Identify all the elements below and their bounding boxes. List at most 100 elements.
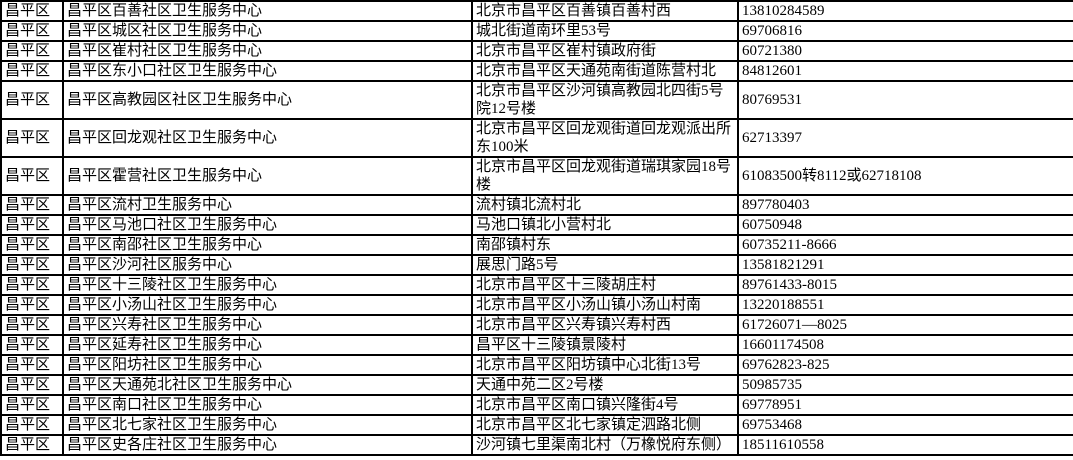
center-name-cell: 昌平区百善社区卫生服务中心 bbox=[62, 0, 473, 22]
table-row: 昌平区 昌平区马池口社区卫生服务中心 马池口镇北小营村北 60750948 bbox=[0, 214, 1073, 236]
table-row: 昌平区 昌平区南口社区卫生服务中心 北京市昌平区南口镇兴隆街4号 6977895… bbox=[0, 394, 1073, 416]
table-row: 昌平区 昌平区史各庄社区卫生服务中心 沙河镇七里渠南北村（万橡悦府东侧） 185… bbox=[0, 434, 1073, 456]
center-name-cell: 昌平区马池口社区卫生服务中心 bbox=[62, 214, 473, 236]
district-cell: 昌平区 bbox=[0, 40, 64, 62]
address-cell: 展思门路5号 bbox=[471, 254, 739, 276]
district-cell: 昌平区 bbox=[0, 354, 64, 376]
district-cell: 昌平区 bbox=[0, 0, 64, 22]
center-name-cell: 昌平区东小口社区卫生服务中心 bbox=[62, 60, 473, 82]
address-cell: 南邵镇村东 bbox=[471, 234, 739, 256]
address-cell: 北京市昌平区十三陵胡庄村 bbox=[471, 274, 739, 296]
district-cell: 昌平区 bbox=[0, 214, 64, 236]
phone-cell: 18511610558 bbox=[737, 434, 1073, 456]
table-row: 昌平区 昌平区东小口社区卫生服务中心 北京市昌平区天通苑南街道陈营村北 8481… bbox=[0, 60, 1073, 82]
table-row: 昌平区 昌平区小汤山社区卫生服务中心 北京市昌平区小汤山镇小汤山村南 13220… bbox=[0, 294, 1073, 316]
district-cell: 昌平区 bbox=[0, 334, 64, 356]
center-name-cell: 昌平区城区社区卫生服务中心 bbox=[62, 20, 473, 42]
center-name-cell: 昌平区小汤山社区卫生服务中心 bbox=[62, 294, 473, 316]
table-row: 昌平区 昌平区天通苑北社区卫生服务中心 天通中苑二区2号楼 50985735 bbox=[0, 374, 1073, 396]
address-cell: 北京市昌平区小汤山镇小汤山村南 bbox=[471, 294, 739, 316]
district-cell: 昌平区 bbox=[0, 234, 64, 256]
address-cell: 城北街道南环里53号 bbox=[471, 20, 739, 42]
address-cell: 北京市昌平区阳坊镇中心北街13号 bbox=[471, 354, 739, 376]
district-cell: 昌平区 bbox=[0, 414, 64, 436]
table-row: 昌平区 昌平区城区社区卫生服务中心 城北街道南环里53号 69706816 bbox=[0, 20, 1073, 42]
center-name-cell: 昌平区十三陵社区卫生服务中心 bbox=[62, 274, 473, 296]
district-cell: 昌平区 bbox=[0, 374, 64, 396]
phone-cell: 60721380 bbox=[737, 40, 1073, 62]
address-cell: 北京市昌平区南口镇兴隆街4号 bbox=[471, 394, 739, 416]
district-cell: 昌平区 bbox=[0, 20, 64, 42]
address-cell: 流村镇北流村北 bbox=[471, 194, 739, 216]
address-cell: 天通中苑二区2号楼 bbox=[471, 374, 739, 396]
center-name-cell: 昌平区霍营社区卫生服务中心 bbox=[62, 156, 473, 196]
phone-cell: 69762823-825 bbox=[737, 354, 1073, 376]
center-name-cell: 昌平区回龙观社区卫生服务中心 bbox=[62, 118, 473, 158]
center-name-cell: 昌平区南邵社区卫生服务中心 bbox=[62, 234, 473, 256]
district-cell: 昌平区 bbox=[0, 118, 64, 158]
phone-cell: 69753468 bbox=[737, 414, 1073, 436]
center-name-cell: 昌平区北七家社区卫生服务中心 bbox=[62, 414, 473, 436]
table-row: 昌平区 昌平区沙河社区服务中心 展思门路5号 13581821291 bbox=[0, 254, 1073, 276]
center-name-cell: 昌平区延寿社区卫生服务中心 bbox=[62, 334, 473, 356]
district-cell: 昌平区 bbox=[0, 434, 64, 456]
district-cell: 昌平区 bbox=[0, 274, 64, 296]
phone-cell: 50985735 bbox=[737, 374, 1073, 396]
address-cell: 北京市昌平区沙河镇高教园北四街5号院12号楼 bbox=[471, 80, 739, 120]
phone-cell: 84812601 bbox=[737, 60, 1073, 82]
center-name-cell: 昌平区天通苑北社区卫生服务中心 bbox=[62, 374, 473, 396]
phone-cell: 13581821291 bbox=[737, 254, 1073, 276]
phone-cell: 80769531 bbox=[737, 80, 1073, 120]
table-row: 昌平区 昌平区崔村社区卫生服务中心 北京市昌平区崔村镇政府街 60721380 bbox=[0, 40, 1073, 62]
address-cell: 北京市昌平区兴寿镇兴寿村西 bbox=[471, 314, 739, 336]
address-cell: 昌平区十三陵镇景陵村 bbox=[471, 334, 739, 356]
phone-cell: 69778951 bbox=[737, 394, 1073, 416]
phone-cell: 16601174508 bbox=[737, 334, 1073, 356]
table-row: 昌平区 昌平区十三陵社区卫生服务中心 北京市昌平区十三陵胡庄村 89761433… bbox=[0, 274, 1073, 296]
district-cell: 昌平区 bbox=[0, 254, 64, 276]
address-cell: 马池口镇北小营村北 bbox=[471, 214, 739, 236]
phone-cell: 13810284589 bbox=[737, 0, 1073, 22]
phone-cell: 69706816 bbox=[737, 20, 1073, 42]
table-row: 昌平区 昌平区兴寿社区卫生服务中心 北京市昌平区兴寿镇兴寿村西 61726071… bbox=[0, 314, 1073, 336]
center-name-cell: 昌平区崔村社区卫生服务中心 bbox=[62, 40, 473, 62]
district-cell: 昌平区 bbox=[0, 60, 64, 82]
district-cell: 昌平区 bbox=[0, 314, 64, 336]
district-cell: 昌平区 bbox=[0, 80, 64, 120]
address-cell: 北京市昌平区回龙观街道瑞琪家园18号楼 bbox=[471, 156, 739, 196]
table-row: 昌平区 昌平区回龙观社区卫生服务中心 北京市昌平区回龙观街道回龙观派出所东100… bbox=[0, 118, 1073, 158]
table-row: 昌平区 昌平区霍营社区卫生服务中心 北京市昌平区回龙观街道瑞琪家园18号楼 61… bbox=[0, 156, 1073, 196]
table-row: 昌平区 昌平区百善社区卫生服务中心 北京市昌平区百善镇百善村西 13810284… bbox=[0, 0, 1073, 22]
phone-cell: 61083500转8112或62718108 bbox=[737, 156, 1073, 196]
table-row: 昌平区 昌平区北七家社区卫生服务中心 北京市昌平区北七家镇定泗路北侧 69753… bbox=[0, 414, 1073, 436]
center-name-cell: 昌平区兴寿社区卫生服务中心 bbox=[62, 314, 473, 336]
phone-cell: 897780403 bbox=[737, 194, 1073, 216]
center-name-cell: 昌平区高教园区社区卫生服务中心 bbox=[62, 80, 473, 120]
address-cell: 北京市昌平区回龙观街道回龙观派出所东100米 bbox=[471, 118, 739, 158]
center-name-cell: 昌平区阳坊社区卫生服务中心 bbox=[62, 354, 473, 376]
district-cell: 昌平区 bbox=[0, 294, 64, 316]
table-row: 昌平区 昌平区南邵社区卫生服务中心 南邵镇村东 60735211-8666 bbox=[0, 234, 1073, 256]
phone-cell: 61726071—8025 bbox=[737, 314, 1073, 336]
district-cell: 昌平区 bbox=[0, 194, 64, 216]
address-cell: 北京市昌平区北七家镇定泗路北侧 bbox=[471, 414, 739, 436]
table-row: 昌平区 昌平区流村卫生服务中心 流村镇北流村北 897780403 bbox=[0, 194, 1073, 216]
table-row: 昌平区 昌平区高教园区社区卫生服务中心 北京市昌平区沙河镇高教园北四街5号院12… bbox=[0, 80, 1073, 120]
phone-cell: 62713397 bbox=[737, 118, 1073, 158]
address-cell: 北京市昌平区百善镇百善村西 bbox=[471, 0, 739, 22]
table-row: 昌平区 昌平区延寿社区卫生服务中心 昌平区十三陵镇景陵村 16601174508 bbox=[0, 334, 1073, 356]
center-name-cell: 昌平区流村卫生服务中心 bbox=[62, 194, 473, 216]
center-name-cell: 昌平区沙河社区服务中心 bbox=[62, 254, 473, 276]
table-row: 昌平区 昌平区阳坊社区卫生服务中心 北京市昌平区阳坊镇中心北街13号 69762… bbox=[0, 354, 1073, 376]
phone-cell: 60735211-8666 bbox=[737, 234, 1073, 256]
address-cell: 北京市昌平区崔村镇政府街 bbox=[471, 40, 739, 62]
district-cell: 昌平区 bbox=[0, 156, 64, 196]
center-name-cell: 昌平区史各庄社区卫生服务中心 bbox=[62, 434, 473, 456]
phone-cell: 89761433-8015 bbox=[737, 274, 1073, 296]
phone-cell: 60750948 bbox=[737, 214, 1073, 236]
address-cell: 沙河镇七里渠南北村（万橡悦府东侧） bbox=[471, 434, 739, 456]
center-name-cell: 昌平区南口社区卫生服务中心 bbox=[62, 394, 473, 416]
district-cell: 昌平区 bbox=[0, 394, 64, 416]
